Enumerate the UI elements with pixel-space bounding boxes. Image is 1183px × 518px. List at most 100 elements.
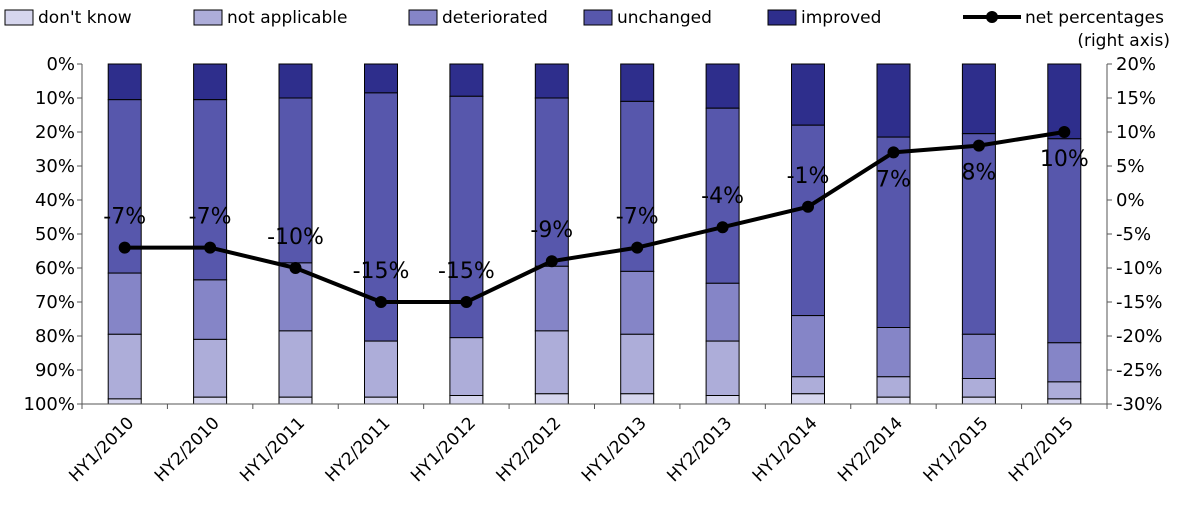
net-percentage-label: -4% [701, 184, 744, 209]
net-percentage-point [118, 241, 131, 254]
legend-line-label: net percentages [1025, 8, 1164, 28]
legend-label: not applicable [227, 8, 347, 28]
bar-segment-deteriorated [876, 327, 911, 378]
bar-segment-unchanged [534, 97, 569, 267]
bar-segment-deteriorated [534, 265, 569, 332]
net-percentage-point [545, 255, 558, 268]
right-tick-label: -25% [1116, 360, 1163, 381]
net-percentage-label: 7% [876, 167, 911, 192]
legend-line-sublabel: (right axis) [1077, 31, 1170, 51]
bar-segment-don-t-know [278, 396, 313, 405]
bar-segment-unchanged [705, 107, 740, 284]
bar-segment-not-applicable [107, 333, 142, 400]
right-tick-label: 10% [1116, 122, 1156, 143]
bar-segment-not-applicable [449, 337, 484, 397]
bar-segment-don-t-know [705, 395, 740, 405]
left-tick-label: 100% [24, 394, 75, 415]
bar-segment-don-t-know [961, 396, 996, 405]
bar-segment-don-t-know [1047, 398, 1082, 405]
net-percentage-point [1058, 126, 1071, 138]
left-tick-label: 0% [46, 54, 75, 75]
bar-segment-improved [364, 63, 398, 94]
net-percentage-label: -10% [267, 225, 324, 250]
bar-segment-deteriorated [1047, 342, 1082, 383]
bar-segment-improved [193, 63, 228, 101]
bar-segment-deteriorated [620, 270, 655, 335]
right-tick-label: -5% [1116, 224, 1151, 245]
x-tick-label: HY1/2013 [578, 413, 651, 486]
legend-swatch [4, 9, 34, 26]
net-percentage-point [460, 296, 473, 308]
left-tick-label: 40% [35, 190, 75, 211]
bar-segment-don-t-know [620, 393, 655, 405]
bar-segment-not-applicable [876, 376, 911, 398]
x-tick-label: HY1/2011 [236, 413, 309, 486]
legend-label: unchanged [617, 8, 712, 28]
net-percentage-point [802, 200, 814, 213]
x-tick-label: HY2/2015 [1005, 413, 1078, 486]
bar-segment-don-t-know [449, 395, 484, 405]
bar-segment-deteriorated [791, 315, 825, 378]
net-percentage-label: -15% [438, 259, 495, 284]
bar-segment-not-applicable [364, 340, 398, 398]
net-percentage-label: 10% [1040, 147, 1089, 172]
bar-segment-unchanged [876, 136, 911, 328]
bar-segment-unchanged [791, 124, 825, 317]
bar-segment-unchanged [1047, 138, 1082, 344]
left-tick-label: 70% [35, 292, 75, 313]
x-tick-label: HY2/2011 [322, 413, 395, 486]
left-tick-label: 50% [35, 224, 75, 245]
net-percentage-point [887, 146, 900, 159]
legend-swatch [193, 9, 223, 26]
legend-label: don't know [38, 8, 132, 28]
bar-segment-deteriorated [193, 279, 228, 340]
left-tick-label: 80% [35, 326, 75, 347]
bar-segment-not-applicable [791, 376, 825, 395]
right-tick-label: 20% [1116, 54, 1156, 75]
bar-segment-improved [107, 63, 142, 101]
bar-segment-not-applicable [1047, 381, 1082, 400]
bar-segment-improved [705, 63, 740, 109]
bar-segment-not-applicable [534, 330, 569, 395]
bar-segment-don-t-know [193, 396, 228, 405]
bar-segment-not-applicable [278, 330, 313, 398]
x-tick-label: HY1/2010 [65, 413, 138, 486]
x-tick-label: HY1/2012 [407, 413, 480, 486]
x-tick-label: HY1/2015 [920, 413, 993, 486]
stacked-bars [107, 63, 1082, 405]
bar-segment-improved [791, 63, 825, 126]
bar-segment-unchanged [961, 133, 996, 335]
bar-segment-deteriorated [107, 272, 142, 335]
left-tick-label: 20% [35, 122, 75, 143]
left-tick-label: 30% [35, 156, 75, 177]
right-tick-label: 5% [1116, 156, 1145, 177]
bar-segment-improved [961, 63, 996, 135]
bar-segment-not-applicable [620, 333, 655, 395]
bar-segment-don-t-know [364, 396, 398, 405]
legend-label: deteriorated [442, 8, 548, 28]
x-tick-label: HY1/2014 [749, 413, 822, 486]
bar-segment-don-t-know [791, 393, 825, 405]
legend-line-marker [986, 11, 998, 23]
right-tick-label: 15% [1116, 88, 1156, 109]
net-percentage-label: -15% [353, 259, 410, 284]
net-percentage-point [204, 241, 217, 254]
bar-segment-not-applicable [193, 338, 228, 398]
legend-swatch [408, 9, 438, 26]
net-percentage-point [972, 139, 985, 152]
net-percentage-label: 8% [961, 161, 996, 186]
net-percentage-label: -7% [189, 205, 232, 230]
right-tick-label: -30% [1116, 394, 1163, 415]
bar-segment-not-applicable [961, 378, 996, 398]
bar-segment-don-t-know [876, 396, 911, 405]
legend: don't know not applicable deteriorated unch… [4, 8, 1170, 51]
net-percentage-point [631, 241, 644, 254]
net-percentage-point [375, 296, 387, 308]
left-tick-label: 60% [35, 258, 75, 279]
net-percentage-label: -1% [787, 164, 830, 189]
x-tick-label: HY2/2012 [493, 413, 566, 486]
bar-segment-improved [449, 63, 484, 97]
bar-segment-improved [620, 63, 655, 102]
net-percentage-point [716, 221, 729, 234]
